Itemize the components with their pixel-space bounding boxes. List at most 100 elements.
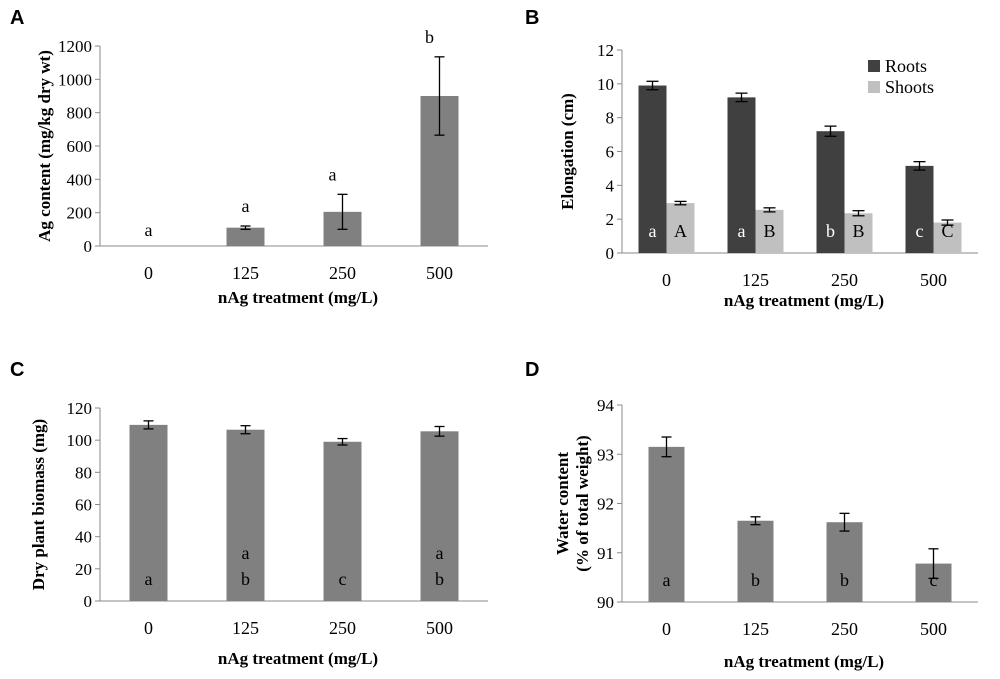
y-tick-label: 0 bbox=[606, 244, 615, 263]
bar bbox=[323, 441, 362, 601]
significance-label: a bbox=[436, 543, 444, 563]
significance-label: A bbox=[674, 221, 687, 241]
significance-label: a bbox=[242, 196, 250, 216]
x-axis-title: nAg treatment (mg/L) bbox=[724, 652, 884, 671]
legend-label-shoots: Shoots bbox=[885, 77, 934, 97]
significance-label: B bbox=[852, 221, 864, 241]
x-tick-label: 0 bbox=[662, 619, 671, 639]
y-tick-label: 100 bbox=[67, 431, 93, 450]
x-tick-label: 500 bbox=[920, 270, 947, 290]
x-tick-label: 0 bbox=[662, 270, 671, 290]
bar bbox=[648, 446, 685, 602]
legend-label-roots: Roots bbox=[885, 56, 927, 76]
significance-label: a bbox=[663, 570, 671, 590]
bar-roots bbox=[905, 165, 934, 253]
y-axis-title: Water content(% of total weight) bbox=[553, 435, 592, 571]
significance-label: c bbox=[916, 221, 924, 241]
x-tick-label: 125 bbox=[232, 618, 259, 638]
chart-panel-c: C 0 20 40 60 80 100 120 0 125 250 500 nAg treatment … bbox=[10, 359, 488, 668]
significance-label: b bbox=[425, 27, 434, 47]
x-tick-label: 250 bbox=[831, 270, 858, 290]
significance-label: a bbox=[145, 220, 153, 240]
x-tick-label: 250 bbox=[329, 263, 356, 283]
chart-panel-d: D 90 91 92 93 94 0 125 250 500 nAg treatment (mg/L… bbox=[525, 359, 978, 671]
bar-roots bbox=[638, 85, 667, 254]
bar bbox=[826, 522, 863, 602]
significance-label: a bbox=[738, 221, 746, 241]
x-tick-label: 0 bbox=[144, 263, 153, 283]
y-tick-label: 20 bbox=[75, 560, 92, 579]
x-tick-label: 125 bbox=[742, 270, 769, 290]
panel-letter: D bbox=[525, 359, 539, 381]
y-axis-title-line: (% of total weight) bbox=[573, 435, 592, 571]
significance-label: a bbox=[242, 543, 250, 563]
bar-shoots bbox=[755, 209, 784, 253]
bar-shoots bbox=[844, 213, 873, 253]
x-tick-label: 0 bbox=[144, 618, 153, 638]
y-tick-label: 94 bbox=[597, 396, 615, 415]
panel-letter: B bbox=[525, 7, 539, 29]
y-tick-label: 200 bbox=[67, 204, 93, 223]
bar bbox=[737, 520, 774, 602]
bar bbox=[129, 424, 168, 601]
y-tick-label: 1000 bbox=[58, 70, 92, 89]
y-tick-label: 10 bbox=[597, 75, 614, 94]
y-axis-title-line: Water content bbox=[553, 452, 572, 555]
y-tick-label: 80 bbox=[75, 463, 92, 482]
x-tick-label: 500 bbox=[920, 619, 947, 639]
significance-label: b bbox=[241, 569, 250, 589]
y-tick-label: 600 bbox=[67, 137, 93, 156]
x-tick-label: 125 bbox=[232, 263, 259, 283]
significance-label: b bbox=[751, 570, 760, 590]
panel-letter: A bbox=[10, 7, 24, 29]
bar bbox=[420, 431, 459, 601]
x-axis-title: nAg treatment (mg/L) bbox=[218, 288, 378, 307]
bar-roots bbox=[727, 97, 756, 253]
x-axis-title: nAg treatment (mg/L) bbox=[218, 649, 378, 668]
x-tick-label: 500 bbox=[426, 263, 453, 283]
y-axis-title: Dry plant biomass (mg) bbox=[29, 419, 48, 590]
y-tick-label: 90 bbox=[597, 593, 614, 612]
y-tick-label: 8 bbox=[606, 109, 615, 128]
significance-label: a bbox=[649, 221, 657, 241]
significance-label: a bbox=[145, 569, 153, 589]
y-tick-label: 91 bbox=[597, 544, 614, 563]
y-tick-label: 0 bbox=[84, 592, 93, 611]
x-tick-label: 250 bbox=[329, 618, 356, 638]
chart-panel-a: A 0 200 400 600 800 1000 1200 0 125 250 500 nAg trea… bbox=[10, 7, 488, 307]
y-tick-label: 2 bbox=[606, 210, 615, 229]
y-tick-label: 12 bbox=[597, 41, 614, 60]
y-tick-label: 93 bbox=[597, 445, 614, 464]
y-tick-label: 400 bbox=[67, 170, 93, 189]
y-tick-label: 4 bbox=[606, 176, 615, 195]
y-tick-label: 60 bbox=[75, 496, 92, 515]
bar bbox=[226, 227, 265, 246]
x-axis-title: nAg treatment (mg/L) bbox=[724, 291, 884, 310]
significance-label: c bbox=[339, 569, 347, 589]
significance-label: c bbox=[930, 570, 938, 590]
x-tick-label: 500 bbox=[426, 618, 453, 638]
y-tick-label: 1200 bbox=[58, 37, 92, 56]
y-tick-label: 40 bbox=[75, 528, 92, 547]
legend-swatch-shoots bbox=[868, 81, 880, 93]
x-tick-label: 250 bbox=[831, 619, 858, 639]
y-tick-label: 6 bbox=[606, 143, 615, 162]
y-axis-title: Elongation (cm) bbox=[558, 93, 577, 210]
bar bbox=[226, 429, 265, 601]
bar-roots bbox=[816, 131, 845, 253]
y-tick-label: 92 bbox=[597, 495, 614, 514]
y-tick-label: 800 bbox=[67, 104, 93, 123]
significance-label: a bbox=[329, 164, 337, 184]
significance-label: C bbox=[941, 221, 953, 241]
panel-letter: C bbox=[10, 359, 24, 381]
chart-panel-b: B 0 2 4 6 8 10 12 0 125 250 500 nAg treatment (mg/L)… bbox=[525, 7, 978, 310]
x-tick-label: 125 bbox=[742, 619, 769, 639]
significance-label: b bbox=[435, 569, 444, 589]
y-tick-label: 120 bbox=[67, 399, 93, 418]
bar-shoots bbox=[666, 203, 695, 253]
y-tick-label: 0 bbox=[84, 237, 93, 256]
significance-label: b bbox=[840, 570, 849, 590]
significance-label: B bbox=[763, 221, 775, 241]
legend-swatch-roots bbox=[868, 60, 880, 72]
